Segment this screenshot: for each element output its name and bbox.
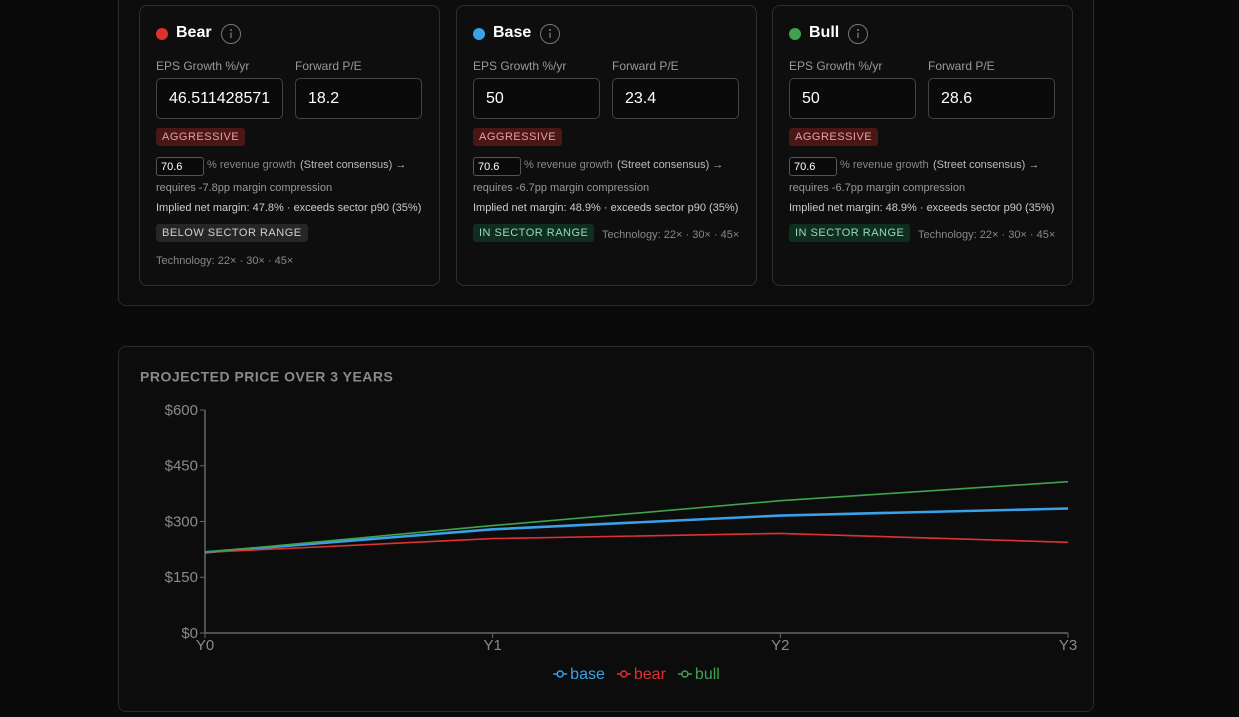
y-tick-label: $600 [165, 402, 198, 419]
scenario-panel: Bear EPS Growth %/yr Forward P/E AGGRESSIVE… [118, 0, 1094, 306]
sector-ranges: Technology: 22× · 30× · 45× [156, 255, 294, 267]
sector-badge: IN SECTOR RANGE [473, 224, 595, 242]
chart-title: PROJECTED PRICE OVER 3 YEARS [140, 369, 393, 385]
scenario-name: Bull [809, 24, 840, 41]
growth-badge: AGGRESSIVE [473, 128, 563, 146]
legend: base bear bull [553, 666, 720, 683]
y-tick-label: $300 [165, 513, 198, 530]
scenario-dot [156, 28, 168, 40]
scenario-name: Base [493, 24, 532, 41]
pe-input[interactable] [612, 78, 739, 119]
sector-badge: IN SECTOR RANGE [789, 224, 911, 242]
eps-input[interactable] [789, 78, 916, 119]
x-tick-label: Y2 [771, 637, 789, 654]
legend-item: bull [677, 666, 720, 683]
info-icon[interactable] [539, 23, 561, 45]
sector-ranges: Technology: 22× · 30× · 45× [918, 229, 1056, 241]
revenue-growth-input[interactable] [473, 157, 521, 176]
revenue-growth-label: % revenue growth [524, 159, 613, 171]
consensus-label: (Street consensus) → [617, 159, 724, 171]
scenario-name: Bear [176, 24, 212, 41]
scenario-card: Bear EPS Growth %/yr Forward P/E AGGRESSIVE… [139, 5, 440, 286]
y-tick-label: $450 [165, 458, 198, 475]
eps-label: EPS Growth %/yr [789, 59, 883, 73]
x-tick-label: Y1 [483, 637, 501, 654]
x-tick-label: Y0 [196, 637, 214, 654]
pe-input[interactable] [928, 78, 1055, 119]
eps-label: EPS Growth %/yr [473, 59, 567, 73]
consensus-label: (Street consensus) → [300, 159, 407, 171]
growth-badge: AGGRESSIVE [789, 128, 879, 146]
scenario-dot [473, 28, 485, 40]
implied-margin: Implied net margin: 48.9% · exceeds sect… [473, 202, 739, 214]
series-line [204, 532, 1069, 554]
series-line [204, 480, 1069, 554]
growth-badge: AGGRESSIVE [156, 128, 246, 146]
pe-label: Forward P/E [612, 59, 679, 73]
y-tick-label: $150 [165, 569, 198, 586]
eps-label: EPS Growth %/yr [156, 59, 250, 73]
scenario-card: Base EPS Growth %/yr Forward P/E AGGRESSIVE… [456, 5, 757, 286]
margin-note: requires -6.7pp margin compression [473, 182, 650, 194]
eps-input[interactable] [156, 78, 283, 119]
legend-label: bear [634, 666, 667, 683]
consensus-label: (Street consensus) → [933, 159, 1040, 171]
legend-label: bull [695, 666, 720, 683]
implied-margin: Implied net margin: 48.9% · exceeds sect… [789, 202, 1055, 214]
series-line [204, 507, 1069, 554]
scenario-dot [789, 28, 801, 40]
pe-label: Forward P/E [928, 59, 995, 73]
pe-input[interactable] [295, 78, 422, 119]
y-tick-label: $0 [181, 625, 198, 642]
implied-margin: Implied net margin: 47.8% · exceeds sect… [156, 202, 422, 214]
margin-note: requires -7.8pp margin compression [156, 182, 333, 194]
pe-label: Forward P/E [295, 59, 362, 73]
legend-label: base [570, 666, 605, 683]
legend-item: bear [616, 666, 667, 683]
info-icon[interactable] [847, 23, 869, 45]
legend-swatch-dot [681, 670, 689, 678]
revenue-growth-label: % revenue growth [207, 159, 296, 171]
x-tick-label: Y3 [1059, 637, 1077, 654]
sector-badge: BELOW SECTOR RANGE [156, 224, 308, 242]
revenue-growth-input[interactable] [156, 157, 204, 176]
scenario-card: Bull EPS Growth %/yr Forward P/E AGGRESSIVE… [772, 5, 1073, 286]
sector-ranges: Technology: 22× · 30× · 45× [602, 229, 740, 241]
chart: PROJECTED PRICE OVER 3 YEARS $0 $150 $300 $… [140, 369, 1077, 684]
legend-swatch-dot [556, 670, 564, 678]
chart-panel: PROJECTED PRICE OVER 3 YEARS $0 $150 $300 $… [118, 346, 1094, 712]
revenue-growth-input[interactable] [789, 157, 837, 176]
legend-item: base [553, 666, 605, 683]
eps-input[interactable] [473, 78, 600, 119]
legend-swatch-dot [620, 670, 628, 678]
info-icon[interactable] [220, 23, 242, 45]
revenue-growth-label: % revenue growth [840, 159, 929, 171]
margin-note: requires -6.7pp margin compression [789, 182, 966, 194]
